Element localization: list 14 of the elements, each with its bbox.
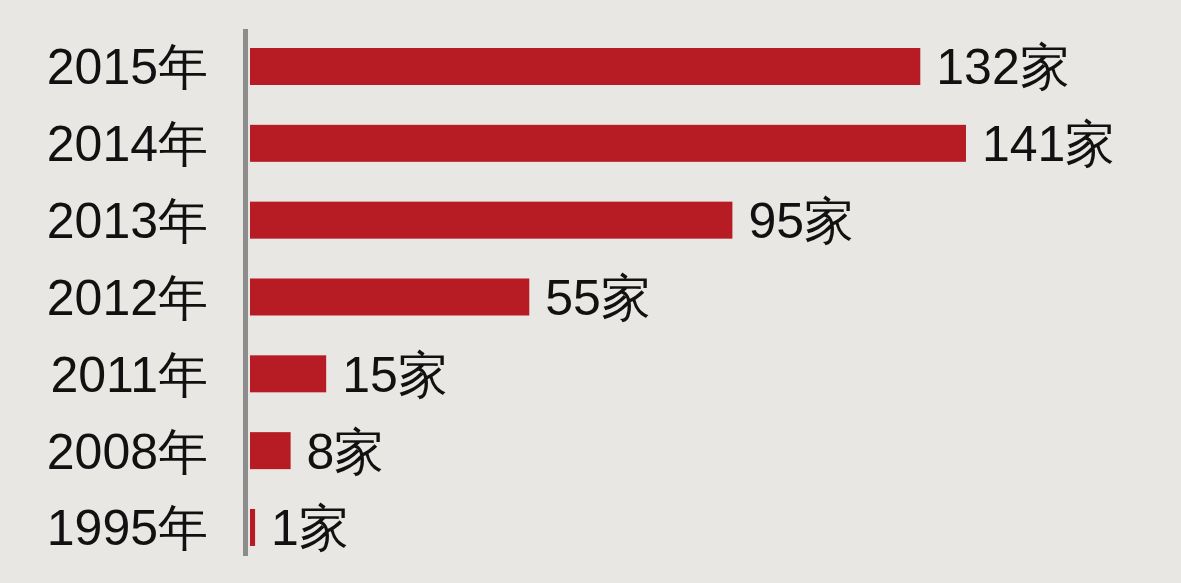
value-label: 1家	[271, 500, 349, 557]
value-label: 55家	[545, 269, 651, 326]
category-label: 2015年	[46, 39, 208, 96]
value-label: 95家	[748, 193, 855, 250]
category-label: 2013年	[46, 193, 208, 250]
category-label: 2011年	[50, 346, 208, 403]
value-label: 141家	[982, 116, 1116, 173]
category-label: 2014年	[46, 116, 208, 173]
category-label: 2008年	[46, 423, 208, 480]
value-label: 8家	[306, 423, 385, 480]
value-label: 15家	[342, 346, 448, 403]
category-label: 2012年	[46, 269, 208, 326]
category-label: 1995年	[46, 500, 208, 557]
value-label: 132家	[936, 39, 1070, 96]
